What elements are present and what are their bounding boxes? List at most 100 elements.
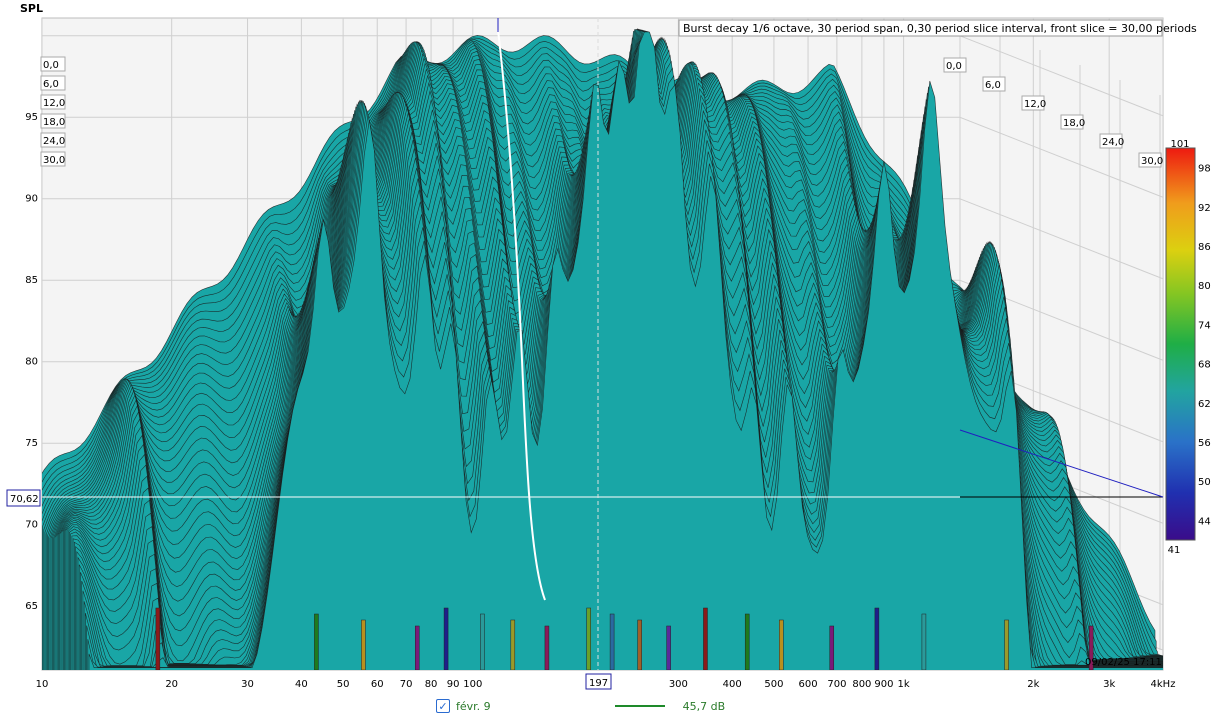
grid-line	[959, 116, 1163, 198]
depth-tick-label: 24,0	[1102, 137, 1124, 148]
x-tick-label: 10	[36, 679, 49, 690]
depth-tick-label: 30,0	[1141, 156, 1163, 167]
y-axis-label: SPL	[20, 2, 43, 15]
cursor-freq-readout: 197	[585, 673, 612, 690]
depth-tick-label: 6,0	[985, 80, 1001, 91]
y-tick-label: 70	[25, 519, 38, 530]
x-tick-label: 70	[400, 679, 413, 690]
depth-tick-label: 30,0	[43, 155, 65, 166]
depth-tick-label: 6,0	[43, 79, 59, 90]
waterfall-surface	[42, 28, 1163, 670]
x-tick-label: 90	[447, 679, 460, 690]
colorbar-scale	[1165, 147, 1196, 541]
floor-peak-bar	[586, 607, 591, 670]
depth-tick-label: 0,0	[43, 60, 59, 71]
floor-peak-bar	[510, 619, 516, 670]
colorbar-tick-label: 41	[1168, 545, 1181, 556]
x-tick-label: 40	[295, 679, 308, 690]
colorbar-tick-label: 56	[1198, 438, 1211, 449]
floor-peak-bar	[609, 613, 615, 670]
depth-tick-box	[1060, 114, 1084, 130]
colorbar-tick-label: 101	[1170, 139, 1189, 150]
depth-tick-left: 24,0	[40, 132, 66, 148]
x-tick-label: 500	[764, 679, 783, 690]
floor-peak-bar	[744, 613, 750, 670]
depth-tick-left: 30,0	[40, 151, 66, 167]
timestamp: 09/02/25 17:11	[1085, 657, 1162, 668]
depth-tick-box	[40, 56, 66, 72]
depth-tick-label: 12,0	[1024, 99, 1046, 110]
floor-peak-bar	[155, 607, 161, 670]
x-tick-label: 30	[241, 679, 254, 690]
cursor-depth-line	[959, 429, 1164, 498]
depth-tick-box	[982, 76, 1006, 92]
floor-peak-bar	[829, 625, 835, 670]
series-line-swatch	[614, 705, 665, 707]
floor-peak-bar	[544, 625, 550, 670]
depth-axis-ticks: 0,0 0,0 6,0 6,0 12,0 12,0 18,0 18,0 24,0 24,0 30,0…	[40, 56, 1163, 168]
series-checkbox[interactable]: ✓	[436, 699, 450, 713]
depth-tick-box	[943, 57, 967, 73]
colorbar-tick-label: 44	[1198, 516, 1211, 527]
colorbar: 101 98 92 86 80 74 68 62 56 50 44 41	[1165, 139, 1211, 556]
x-tick-label: 1k	[898, 679, 910, 690]
floor-peak-bar	[361, 619, 366, 670]
x-tick-label: 800	[852, 679, 871, 690]
y-tick-label: 65	[25, 601, 38, 612]
series-value: 45,7 dB	[682, 699, 726, 713]
cursor-spl-value: 70,62	[10, 494, 39, 505]
depth-tick-box	[40, 132, 66, 148]
depth-tick-box	[1021, 95, 1045, 111]
x-tick-label: 400	[723, 679, 742, 690]
floor-peak-bar	[921, 613, 927, 670]
depth-tick-label: 24,0	[43, 136, 65, 147]
colorbar-tick-label: 80	[1198, 281, 1211, 292]
floor-peak-bar	[874, 607, 880, 670]
chart-title-box: Burst decay 1/6 octave, 30 period span, …	[678, 19, 1197, 37]
depth-tick-box	[1138, 152, 1162, 168]
floor-peak-markers	[155, 607, 1094, 670]
floor-peak-bar	[414, 625, 420, 670]
colorbar-tick-label: 50	[1198, 477, 1211, 488]
colorbar-ticks: 101 98 92 86 80 74 68 62 56 50 44 41	[1168, 139, 1211, 556]
depth-tick-left: 6,0	[40, 75, 66, 91]
colorbar-tick-label: 98	[1198, 164, 1211, 175]
colorbar-tick-label: 92	[1198, 203, 1211, 214]
floor-peak-bar	[314, 613, 319, 670]
depth-tick-right: 6,0	[982, 76, 1006, 92]
x-tick-label: 2k	[1027, 679, 1039, 690]
cursor-freq-trace	[497, 29, 546, 601]
grid-line	[959, 35, 1163, 117]
depth-tick-left: 12,0	[40, 94, 66, 110]
x-tick-label: 600	[799, 679, 818, 690]
depth-tick-left: 18,0	[40, 113, 66, 129]
series-name: févr. 9	[456, 699, 491, 713]
x-tick-label: 60	[371, 679, 384, 690]
colorbar-tick-label: 68	[1198, 360, 1211, 371]
depth-tick-right: 0,0	[943, 57, 967, 73]
cursor-freq-value: 197	[589, 678, 608, 689]
depth-tick-label: 18,0	[1063, 118, 1085, 129]
depth-tick-box	[40, 94, 66, 110]
floor-peak-bar	[637, 619, 642, 670]
depth-tick-box	[40, 113, 66, 129]
floor-peak-bar	[443, 607, 449, 670]
cursor-spl-readout: 70,62	[6, 489, 41, 507]
series-legend: ✓ févr. 9 45,7 dB	[436, 698, 725, 714]
x-tick-label: 50	[337, 679, 350, 690]
grid-line	[1162, 580, 1163, 581]
x-axis-ticks: 10 20 30 40 50 60 70 80 90 100 300 400 500 600 700 800 9…	[36, 679, 1176, 690]
cursor-lines	[42, 18, 1164, 670]
depth-tick-right: 12,0	[1021, 95, 1046, 111]
depth-tick-box	[40, 75, 66, 91]
chart-title: Burst decay 1/6 octave, 30 period span, …	[683, 22, 1197, 35]
floor-peak-bar	[779, 619, 784, 670]
x-tick-label: 20	[165, 679, 178, 690]
depth-tick-label: 0,0	[946, 61, 962, 72]
y-tick-label: 90	[25, 193, 38, 204]
depth-tick-label: 12,0	[43, 98, 65, 109]
y-tick-label: 85	[25, 275, 38, 286]
x-tick-label: 3k	[1103, 679, 1115, 690]
depth-tick-label: 18,0	[43, 117, 65, 128]
